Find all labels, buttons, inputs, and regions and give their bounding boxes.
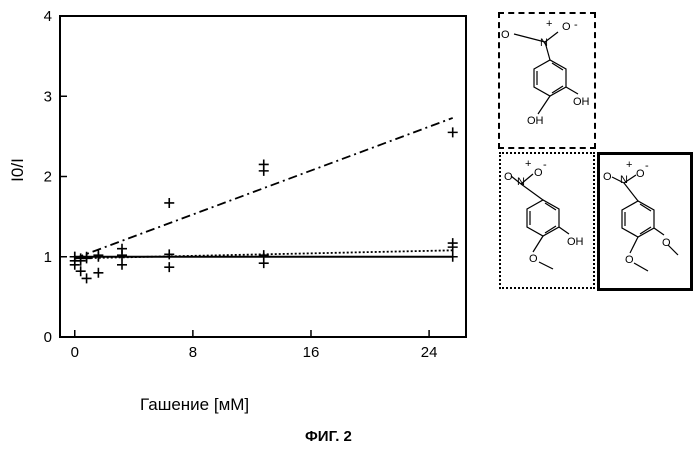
structure-methoxy-hydroxy: O N + O - OH O: [499, 152, 595, 289]
data-point-solid: [76, 266, 86, 276]
x-axis-label: Гашение [мМ]: [140, 395, 249, 415]
data-point-solid: [164, 262, 174, 272]
nitro-plus-charge: +: [546, 18, 552, 30]
data-point-dotted: [164, 249, 174, 259]
structure-dimethoxy: O N + O - O O: [597, 152, 693, 291]
methoxy-oxygen-label-2: O: [625, 254, 634, 266]
data-point-solid: [448, 252, 458, 262]
chart: 0 8 16 24 0 1 2 3 4: [0, 0, 480, 400]
nitro-nitrogen: N: [540, 37, 548, 49]
data-point-solid: [82, 273, 92, 283]
nitro-oxygen-2: O: [636, 168, 645, 180]
nitro-minus-charge: -: [574, 19, 578, 31]
y-tick-label: 3: [44, 88, 52, 105]
plot-frame: [60, 16, 466, 337]
nitro-nitrogen: N: [517, 176, 525, 188]
data-point-solid: [117, 260, 127, 270]
y-tick-label: 2: [44, 169, 52, 186]
data-point-dotted: [76, 253, 86, 263]
data-point-dash-dot: [259, 166, 269, 176]
x-tick-label: 16: [303, 344, 320, 361]
nitro-oxygen-1: O: [603, 171, 612, 183]
hydroxyl-label: OH: [567, 236, 584, 248]
nitro-oxygen-2: O: [562, 21, 571, 33]
nitro-minus-charge: -: [645, 160, 649, 172]
data-point-solid: [259, 258, 269, 268]
x-tick-label: 0: [71, 344, 79, 361]
fit-line-dash-dot: [75, 118, 453, 258]
data-point-dash-dot: [164, 198, 174, 208]
figure-caption: ФИГ. 2: [305, 428, 352, 445]
nitro-oxygen-1: O: [501, 29, 510, 41]
hydroxyl-label-2: OH: [527, 115, 544, 127]
x-tick-label: 24: [421, 344, 438, 361]
y-tick-label: 1: [44, 249, 52, 266]
data-point-solid: [93, 268, 103, 278]
x-tick-label: 8: [189, 344, 197, 361]
methoxy-hydroxy-structure-drawing: O N + O - OH O: [501, 154, 593, 287]
hydroxyl-label-1: OH: [573, 96, 590, 108]
nitro-minus-charge: -: [543, 159, 547, 171]
structure-nitrocatechol: O N + O - OH OH: [498, 12, 596, 149]
dimethoxy-structure-drawing: O N + O - O O: [600, 155, 690, 288]
nitro-nitrogen: N: [620, 174, 628, 186]
methoxy-oxygen-label-1: O: [662, 237, 671, 249]
y-tick-label: 4: [44, 8, 52, 25]
nitro-oxygen-2: O: [534, 167, 543, 179]
y-tick-label: 0: [44, 329, 52, 346]
nitro-oxygen-1: O: [504, 171, 513, 183]
y-axis-label: I0/I: [8, 150, 28, 190]
nitro-plus-charge: +: [626, 159, 632, 171]
nitrocatechol-structure-drawing: O N + O - OH OH: [500, 14, 594, 147]
methoxy-oxygen-label: O: [529, 253, 538, 265]
data-point-dash-dot: [448, 127, 458, 137]
data-point-dotted: [117, 250, 127, 260]
nitro-plus-charge: +: [525, 158, 531, 170]
